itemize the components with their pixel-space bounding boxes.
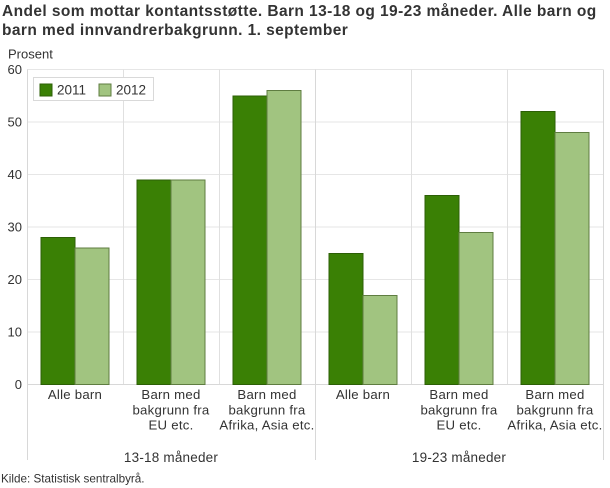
svg-text:bakgrunn fra: bakgrunn fra (516, 402, 593, 417)
svg-text:Prosent: Prosent (8, 47, 53, 62)
svg-text:Barn med: Barn med (525, 387, 584, 402)
svg-text:13-18 måneder: 13-18 måneder (124, 450, 218, 465)
svg-text:Afrika, Asia etc.: Afrika, Asia etc. (507, 417, 602, 432)
svg-text:10: 10 (8, 324, 22, 339)
svg-text:0: 0 (15, 377, 22, 392)
svg-text:EU etc.: EU etc. (149, 417, 194, 432)
svg-text:bakgrunn fra: bakgrunn fra (420, 402, 497, 417)
svg-text:Kilde: Statistisk sentralbyrå.: Kilde: Statistisk sentralbyrå. (1, 473, 145, 486)
svg-text:40: 40 (8, 167, 22, 182)
svg-text:bakgrunn fra: bakgrunn fra (132, 402, 209, 417)
svg-text:20: 20 (8, 272, 22, 287)
svg-text:bakgrunn fra: bakgrunn fra (228, 402, 305, 417)
svg-text:2012: 2012 (116, 83, 146, 98)
svg-text:Alle barn: Alle barn (336, 387, 390, 402)
svg-text:60: 60 (8, 62, 22, 77)
svg-text:barn med innvandrerbakgrunn. 1: barn med innvandrerbakgrunn. 1. septembe… (2, 22, 348, 39)
svg-text:50: 50 (8, 114, 22, 129)
svg-text:Barn med: Barn med (237, 387, 296, 402)
svg-text:2011: 2011 (57, 83, 86, 98)
svg-text:EU etc.: EU etc. (437, 417, 482, 432)
svg-text:Afrika, Asia etc.: Afrika, Asia etc. (219, 417, 314, 432)
svg-text:Barn med: Barn med (141, 387, 200, 402)
svg-text:Alle barn: Alle barn (48, 387, 102, 402)
svg-text:19-23 måneder: 19-23 måneder (412, 450, 506, 465)
svg-text:30: 30 (8, 219, 22, 234)
svg-text:Barn med: Barn med (429, 387, 488, 402)
svg-text:Andel som mottar kontantsstøtt: Andel som mottar kontantsstøtte. Barn 13… (2, 3, 597, 20)
